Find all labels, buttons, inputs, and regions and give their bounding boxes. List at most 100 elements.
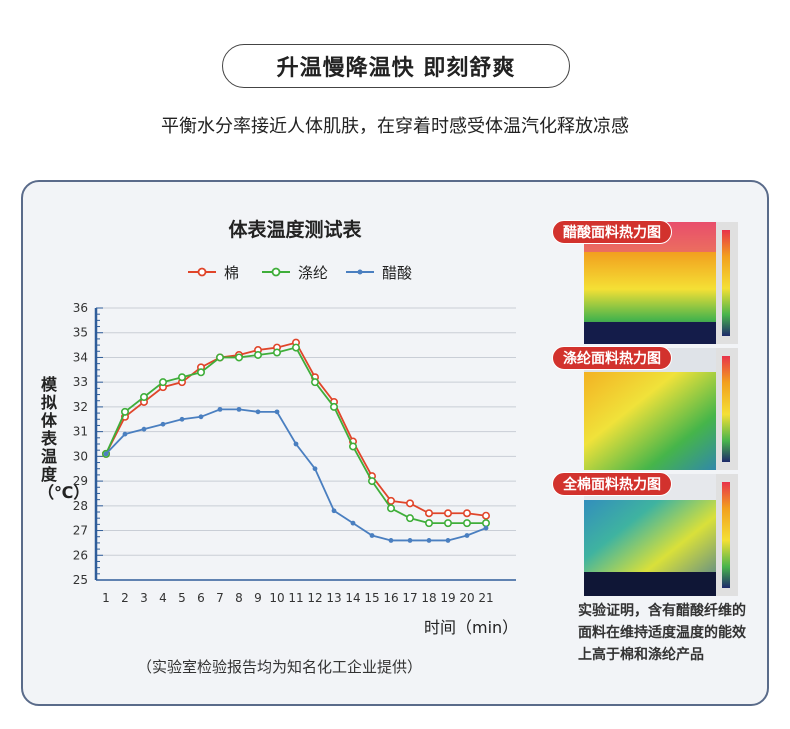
footnote: （实验室检验报告均为知名化工企业提供） <box>137 658 423 676</box>
legend-marker-acetate <box>346 269 374 275</box>
subtitle: 平衡水分率接近人体肌肤，在穿着时感受体温汽化释放凉感 <box>161 116 629 137</box>
data-point <box>255 409 261 415</box>
x-tick-label: 8 <box>235 591 243 605</box>
x-tick-label: 20 <box>459 591 474 605</box>
data-point <box>178 373 187 382</box>
conclusion-text: 实验证明，含有醋酸纤维的面料在维持适度温度的能效上高于棉和涤纶产品 <box>578 603 746 663</box>
y-tick-label: 34 <box>73 350 88 364</box>
data-point <box>312 466 318 472</box>
data-point <box>348 442 357 451</box>
legend-item-cotton: 棉 <box>188 262 248 282</box>
data-point <box>386 496 395 505</box>
x-tick-label: 3 <box>140 591 148 605</box>
data-point <box>483 525 489 531</box>
data-point <box>236 406 242 412</box>
data-point <box>405 499 414 508</box>
x-tick-label: 1 <box>102 591 110 605</box>
data-point <box>159 378 168 387</box>
y-tick-label: 27 <box>73 524 88 538</box>
x-tick-label: 18 <box>421 591 436 605</box>
data-point <box>291 343 300 352</box>
y-tick-label: 25 <box>73 573 88 587</box>
data-point <box>329 402 338 411</box>
x-tick-label: 11 <box>288 591 303 605</box>
data-point <box>464 533 470 538</box>
y-tick-label: 29 <box>73 474 88 488</box>
data-point <box>310 378 319 387</box>
headline: 升温慢降温快 即刻舒爽 <box>222 44 570 88</box>
x-tick-label: 14 <box>345 591 360 605</box>
data-point <box>331 508 337 514</box>
data-point <box>443 509 452 518</box>
series-line-0 <box>105 341 487 517</box>
data-point <box>122 431 128 437</box>
data-point <box>272 348 281 357</box>
data-point <box>254 350 263 359</box>
x-tick-label: 4 <box>159 591 167 605</box>
legend-label-acetate: 醋酸 <box>382 264 413 282</box>
legend-item-acetate: 醋酸 <box>346 262 420 282</box>
heatmap-polyester-label: 涤纶面料热力图 <box>552 346 672 370</box>
data-point <box>103 451 109 457</box>
data-point <box>424 519 433 528</box>
data-point <box>140 393 149 402</box>
data-point <box>407 538 413 543</box>
y-tick-label: 26 <box>73 548 88 562</box>
chart-title: 体表温度测试表 <box>228 219 362 241</box>
y-tick-label: 36 <box>73 301 88 315</box>
data-point <box>443 519 452 528</box>
data-point <box>141 426 147 432</box>
data-point <box>445 538 451 543</box>
x-tick-label: 12 <box>307 591 322 605</box>
y-tick-label: 30 <box>73 449 88 463</box>
data-point <box>197 368 206 377</box>
heatmap-acetate-label: 醋酸面料热力图 <box>552 220 672 244</box>
data-point <box>369 533 375 538</box>
data-point <box>405 514 414 523</box>
y-tick-label: 33 <box>73 375 88 389</box>
legend-label-polyester: 涤纶 <box>298 264 329 282</box>
data-point <box>121 407 130 416</box>
data-point <box>386 504 395 513</box>
x-tick-label: 16 <box>383 591 398 605</box>
x-tick-label: 17 <box>402 591 417 605</box>
data-point <box>481 519 490 528</box>
heatmap-cotton-label: 全棉面料热力图 <box>552 472 672 496</box>
x-tick-label: 15 <box>364 591 379 605</box>
legend-item-polyester: 涤纶 <box>262 262 332 282</box>
series-line-1 <box>105 346 486 525</box>
legend-marker-cotton <box>188 267 216 277</box>
data-point <box>426 538 432 543</box>
data-point <box>160 421 166 427</box>
y-tick-label: 28 <box>73 499 88 513</box>
x-tick-label: 6 <box>197 591 205 605</box>
x-tick-label: 13 <box>326 591 341 605</box>
x-tick-label: 7 <box>216 591 224 605</box>
x-tick-label: 9 <box>254 591 262 605</box>
x-tick-label: 21 <box>478 591 493 605</box>
data-point <box>198 414 204 420</box>
data-point <box>462 509 471 518</box>
data-point <box>388 538 394 543</box>
data-point <box>481 511 490 520</box>
data-point <box>293 441 299 447</box>
data-point <box>179 416 185 422</box>
y-tick-label: 35 <box>73 326 88 340</box>
y-tick-label: 32 <box>73 400 88 414</box>
y-tick-label: 31 <box>73 425 88 439</box>
x-tick-label: 19 <box>440 591 455 605</box>
x-tick-label: 2 <box>121 591 129 605</box>
x-axis-label: 时间（min） <box>424 618 519 637</box>
legend-label-cotton: 棉 <box>224 264 240 282</box>
data-point <box>216 353 225 362</box>
data-point <box>235 353 244 362</box>
data-point <box>350 520 356 526</box>
data-point <box>367 477 376 486</box>
legend-marker-polyester <box>262 267 290 277</box>
data-point <box>424 509 433 518</box>
x-tick-label: 5 <box>178 591 186 605</box>
data-point <box>462 519 471 528</box>
data-point <box>217 406 223 412</box>
x-tick-label: 10 <box>269 591 284 605</box>
